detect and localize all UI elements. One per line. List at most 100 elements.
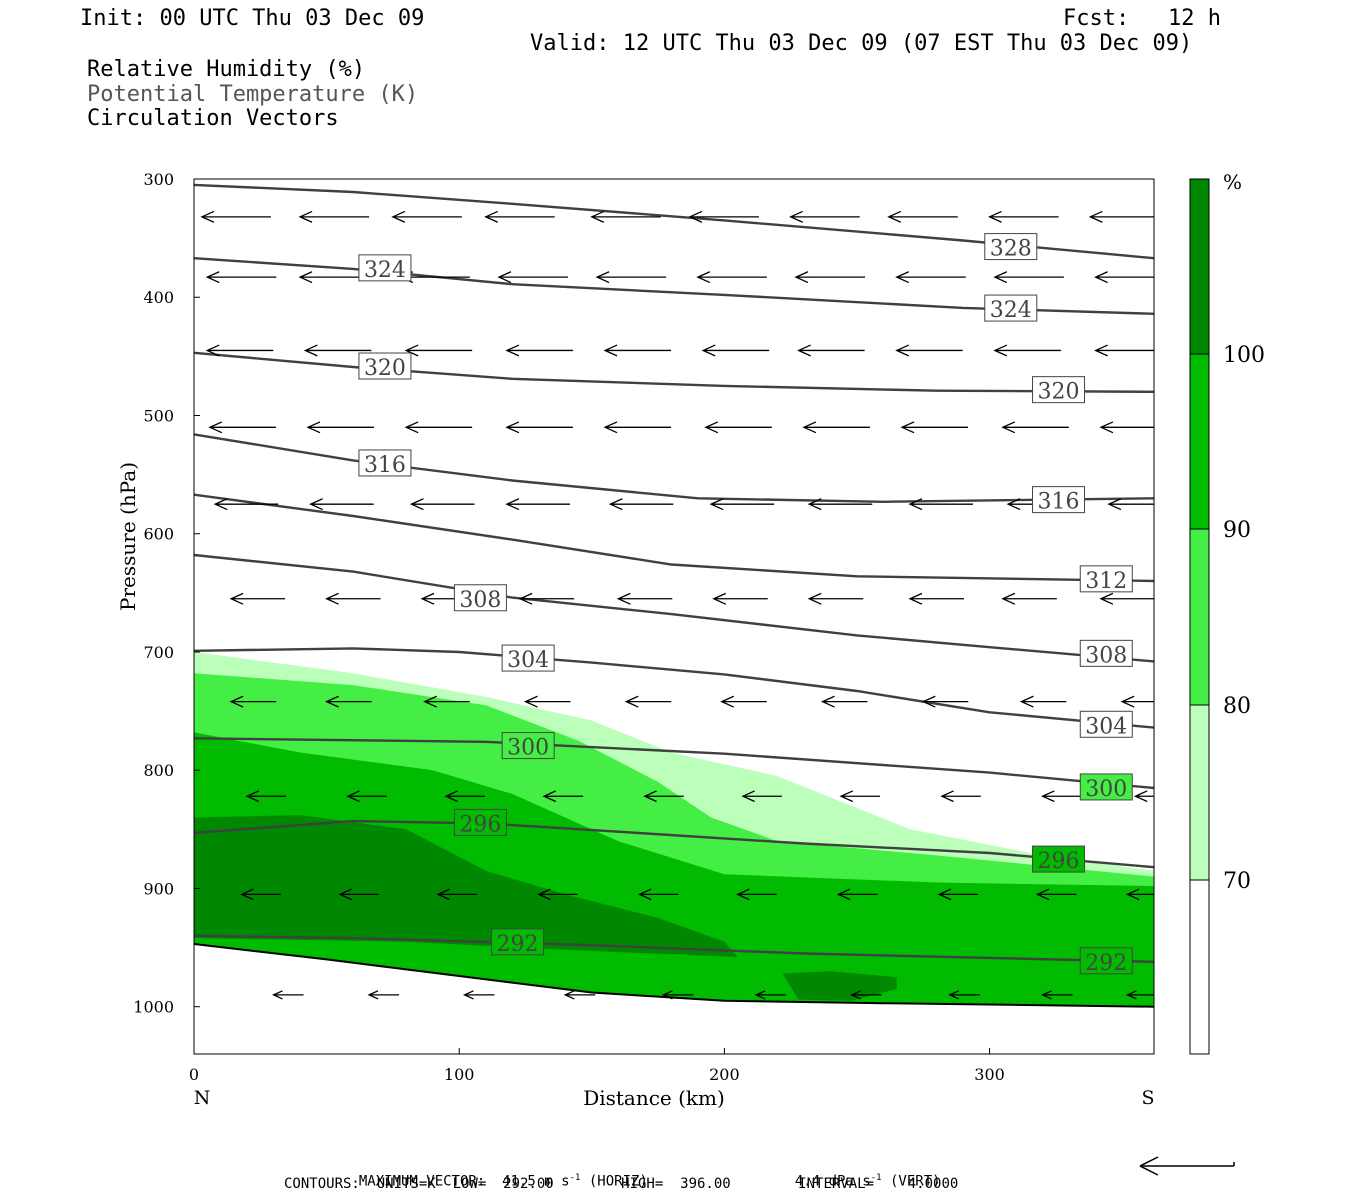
plot-frame bbox=[193, 178, 1155, 1055]
vector-arrow bbox=[887, 210, 958, 223]
vector-arrow bbox=[820, 695, 868, 708]
y-tick-label: 800 bbox=[143, 761, 174, 780]
vector-arrow bbox=[563, 990, 596, 1000]
vector-arrow bbox=[1099, 421, 1154, 434]
vector-arrow bbox=[505, 421, 573, 434]
contour-label-box bbox=[1079, 947, 1133, 975]
vector-arrow bbox=[603, 344, 672, 357]
colorbar-level-label: 70 bbox=[1223, 869, 1251, 894]
footer-vert: 4.4 dPa s-1 (VERT) bbox=[794, 1173, 941, 1190]
vector-arrow bbox=[1019, 695, 1067, 708]
contour-label-box bbox=[1032, 845, 1086, 873]
vector-arrow bbox=[325, 695, 372, 708]
colorbar-frame bbox=[1189, 178, 1210, 1055]
contour-label-box bbox=[1079, 710, 1133, 738]
vector-arrow bbox=[908, 498, 974, 511]
vector-arrow bbox=[229, 592, 286, 605]
x-tick-label: 0 bbox=[189, 1065, 199, 1084]
vector-arrow bbox=[595, 271, 667, 284]
vector-arrow bbox=[895, 344, 963, 357]
theta-contour-300 bbox=[194, 737, 1154, 790]
vector-arrow bbox=[271, 990, 304, 1000]
vector-arrow bbox=[712, 592, 768, 605]
vector-arrow bbox=[789, 210, 860, 223]
vector-arrow bbox=[895, 271, 966, 284]
cross-section-chart: 328 324 324 320 320 316 316 312 308 308 304 304 300 3… bbox=[116, 170, 1265, 1110]
theta-contour-316 bbox=[194, 433, 1154, 504]
vector-arrow bbox=[616, 592, 673, 605]
contour-label-box bbox=[501, 732, 555, 760]
vector-arrow bbox=[603, 421, 672, 434]
vector-arrow bbox=[688, 210, 759, 223]
contour-label-text: 308 bbox=[1085, 643, 1127, 668]
contour-label-box bbox=[491, 928, 545, 956]
contour-label-text: 300 bbox=[1085, 777, 1127, 802]
contour-label-box bbox=[1079, 773, 1133, 801]
theta-contour-296 bbox=[194, 819, 1154, 869]
vector-arrow bbox=[802, 421, 870, 434]
contour-label-text: 300 bbox=[507, 736, 549, 761]
vector-arrow bbox=[797, 344, 865, 357]
vector-arrow bbox=[794, 271, 865, 284]
contour-label-text: 324 bbox=[364, 258, 406, 283]
footer-contours: CONTOURS: UNITS=K LOW= 292.00 HIGH= 396.… bbox=[284, 1176, 959, 1192]
vector-arrow bbox=[505, 498, 570, 511]
vector-arrow bbox=[1041, 990, 1073, 1000]
vector-arrow bbox=[701, 344, 770, 357]
vector-arrow bbox=[1107, 498, 1154, 511]
init-time: Init: 00 UTC Thu 03 Dec 09 bbox=[80, 6, 425, 31]
contour-label-text: 308 bbox=[459, 588, 501, 613]
forecast-hour: 12 h bbox=[1168, 6, 1221, 31]
colorbar-segment bbox=[1190, 179, 1209, 354]
x-tick-label: 300 bbox=[974, 1065, 1005, 1084]
contour-label-box bbox=[1032, 376, 1086, 404]
vector-arrow bbox=[921, 695, 969, 708]
y-tick-label: 700 bbox=[143, 643, 174, 662]
max-vector-text: MAXIMUM VECTOR: 41.5 m s bbox=[358, 1173, 570, 1190]
colorbar-segment bbox=[1190, 354, 1209, 529]
contour-label-text: 296 bbox=[1038, 849, 1080, 874]
vector-arrow bbox=[309, 498, 374, 511]
contour-label-text: 320 bbox=[1038, 380, 1080, 405]
vector-arrow bbox=[661, 990, 694, 1000]
vector-arrow bbox=[1001, 421, 1069, 434]
field-title-vectors: Circulation Vectors bbox=[87, 106, 339, 131]
x-axis-label: Distance (km) bbox=[583, 1086, 725, 1110]
vector-arrow bbox=[624, 695, 672, 708]
vector-arrow bbox=[462, 990, 495, 1000]
vector-arrow bbox=[643, 790, 684, 803]
rh-fill-100-patch bbox=[782, 971, 897, 1001]
vector-arrow bbox=[484, 210, 555, 223]
field-title-theta: Potential Temperature (K) bbox=[87, 82, 419, 107]
vector-arrow bbox=[807, 498, 873, 511]
contour-label-text: 316 bbox=[364, 453, 406, 478]
vector-arrow bbox=[993, 344, 1061, 357]
colorbar-level-label: 100 bbox=[1223, 343, 1265, 368]
vector-arrow bbox=[993, 271, 1064, 284]
vector-arrow bbox=[608, 498, 674, 511]
contour-label-text: 328 bbox=[990, 237, 1032, 262]
y-axis-label: Pressure (hPa) bbox=[116, 462, 140, 611]
colorbar-segment bbox=[1190, 529, 1209, 705]
terrain-line bbox=[194, 943, 1154, 1008]
y-tick-label: 600 bbox=[143, 525, 174, 544]
vector-arrow bbox=[367, 990, 400, 1000]
colorbar-unit: % bbox=[1223, 170, 1242, 194]
vector-arrow bbox=[306, 421, 375, 434]
vector-arrow bbox=[987, 210, 1059, 223]
vector-arrow bbox=[346, 790, 387, 803]
vector-arrow bbox=[1125, 888, 1154, 901]
contour-label-text: 292 bbox=[497, 932, 539, 957]
contour-label-text: 292 bbox=[1085, 951, 1127, 976]
terrain-mask bbox=[194, 944, 1154, 1054]
vector-arrow bbox=[850, 990, 882, 1000]
vector-arrow bbox=[1001, 592, 1057, 605]
vector-arrow bbox=[754, 990, 787, 1000]
vector-arrow bbox=[240, 888, 281, 901]
vector-arrow bbox=[542, 790, 584, 803]
vector-arrow bbox=[709, 498, 775, 511]
vector-arrow bbox=[1120, 695, 1154, 708]
vector-arrow bbox=[436, 888, 477, 901]
contour-label-text: 320 bbox=[364, 356, 406, 381]
contour-label-box bbox=[453, 808, 507, 836]
